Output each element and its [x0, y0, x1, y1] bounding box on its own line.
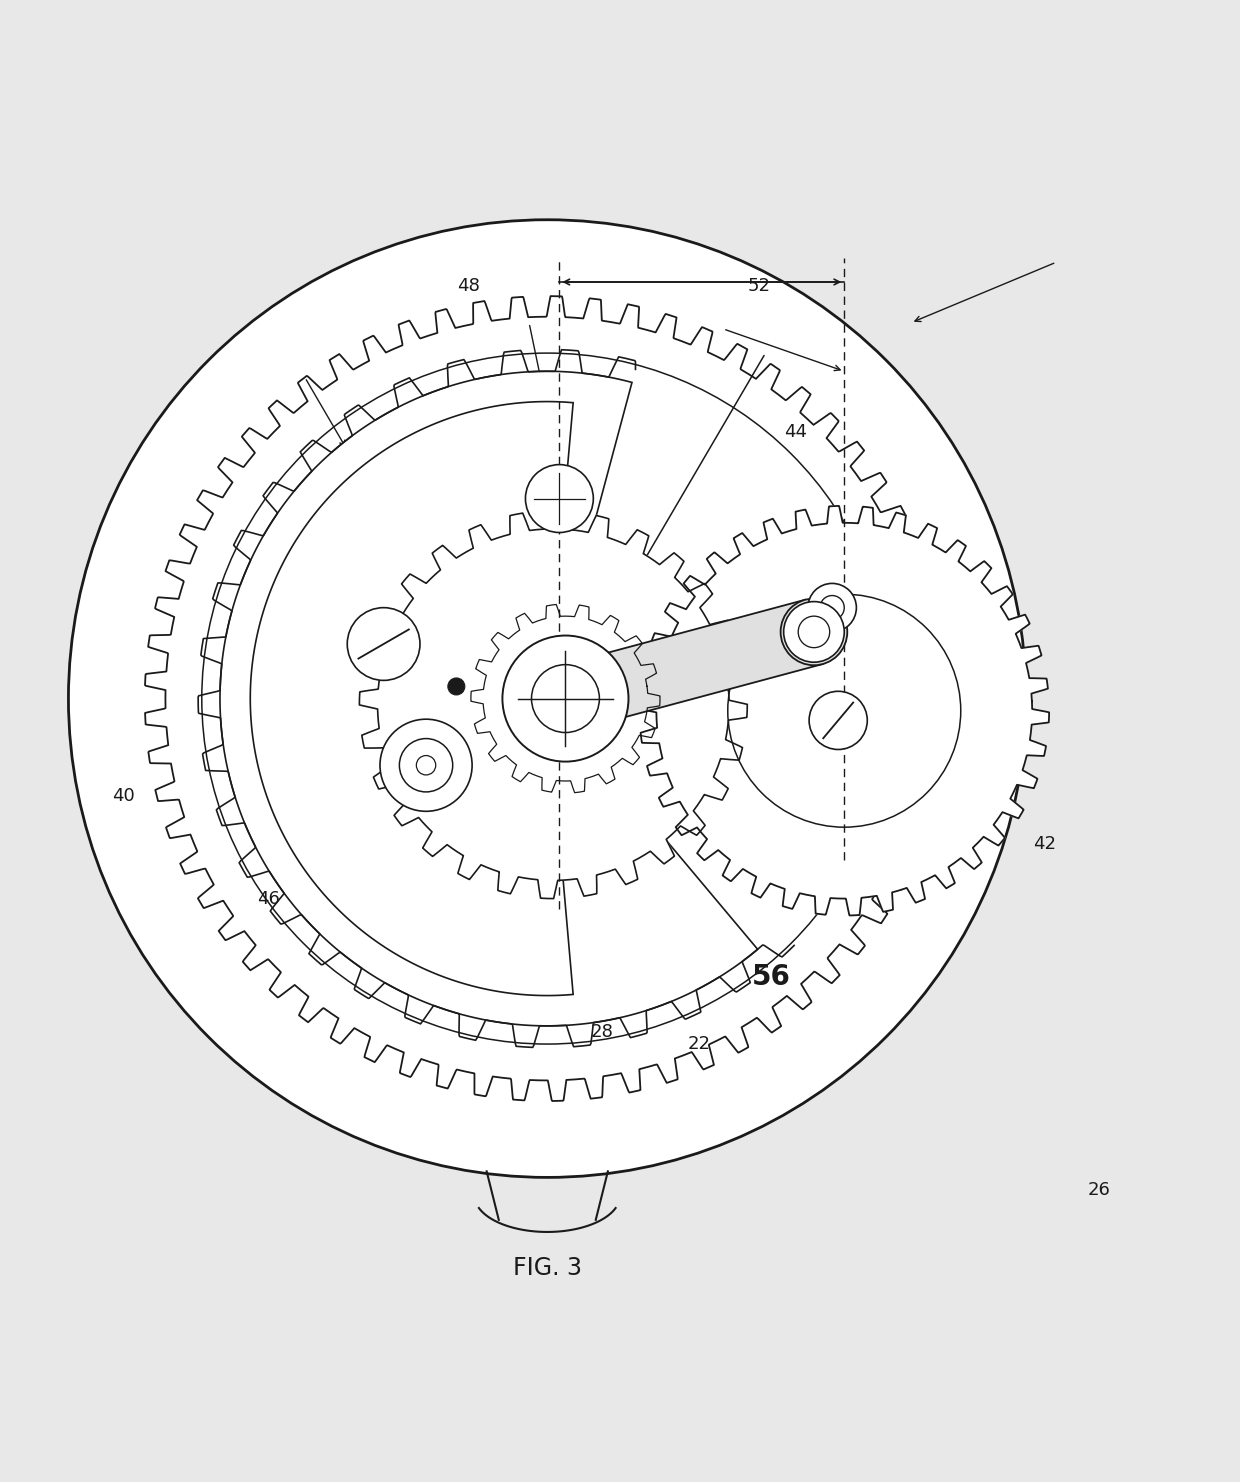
- Text: 46: 46: [257, 889, 280, 907]
- Text: 38: 38: [336, 811, 358, 828]
- Polygon shape: [360, 511, 748, 898]
- Circle shape: [820, 596, 844, 619]
- Polygon shape: [145, 296, 950, 1101]
- Circle shape: [532, 665, 599, 732]
- Circle shape: [810, 691, 867, 750]
- Circle shape: [417, 756, 435, 775]
- Circle shape: [68, 219, 1025, 1177]
- Circle shape: [347, 608, 420, 680]
- Text: 50: 50: [621, 628, 644, 648]
- Text: 36: 36: [500, 581, 522, 599]
- Text: 34: 34: [475, 787, 498, 805]
- Text: 52: 52: [748, 277, 771, 295]
- Circle shape: [784, 602, 844, 662]
- Circle shape: [781, 599, 847, 665]
- Text: 43: 43: [244, 726, 268, 744]
- Text: 41: 41: [972, 714, 996, 732]
- Circle shape: [379, 719, 472, 811]
- Circle shape: [502, 636, 629, 762]
- Polygon shape: [640, 505, 1049, 916]
- Text: 20: 20: [687, 677, 711, 695]
- Text: 33: 33: [748, 575, 771, 593]
- Circle shape: [448, 677, 465, 695]
- Circle shape: [799, 617, 830, 648]
- Text: 22: 22: [687, 1034, 711, 1054]
- Circle shape: [526, 465, 593, 532]
- Text: 28: 28: [590, 1023, 614, 1040]
- Polygon shape: [219, 372, 758, 1026]
- Polygon shape: [557, 600, 822, 731]
- Text: 56: 56: [753, 963, 791, 991]
- Circle shape: [399, 738, 453, 791]
- Polygon shape: [250, 402, 573, 996]
- Text: 26: 26: [1087, 1181, 1110, 1199]
- Circle shape: [728, 594, 961, 827]
- Text: FIG. 3: FIG. 3: [513, 1257, 582, 1280]
- Text: 48: 48: [458, 277, 480, 295]
- Text: 40: 40: [112, 787, 134, 805]
- Text: 44: 44: [784, 422, 807, 440]
- Text: 42: 42: [1033, 834, 1055, 854]
- Circle shape: [808, 584, 857, 631]
